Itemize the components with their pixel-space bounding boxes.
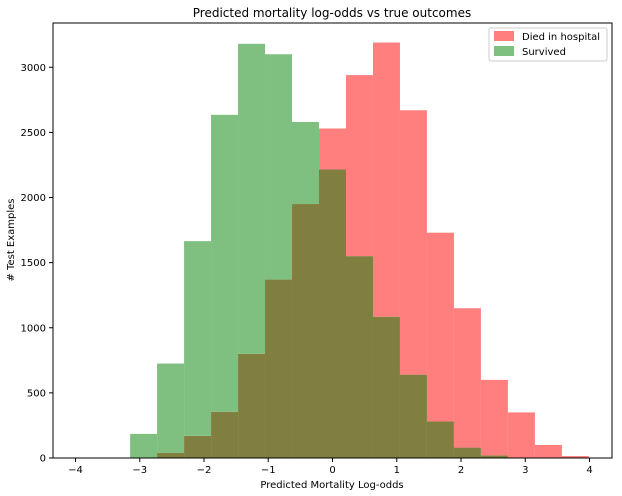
bar-died-in-hospital	[534, 444, 562, 458]
bar-overlap	[211, 411, 239, 458]
bar-overlap	[453, 447, 481, 458]
legend: Died in hospital Survived	[488, 27, 608, 62]
x-tick-label: 4	[586, 465, 592, 476]
x-tick-label: −2	[197, 465, 212, 476]
y-tick-label: 500	[27, 388, 46, 399]
bar-survived	[265, 54, 293, 280]
x-axis-label: Predicted Mortality Log-odds	[260, 480, 403, 491]
bar-survived	[211, 114, 239, 412]
legend-box	[488, 27, 608, 62]
bar-died-in-hospital	[372, 42, 400, 317]
bars-layer	[130, 42, 589, 458]
bar-overlap	[184, 435, 212, 458]
y-tick-label: 1000	[21, 323, 46, 334]
bar-died-in-hospital	[426, 232, 454, 422]
bar-died-in-hospital	[319, 128, 346, 170]
x-tick-label: 3	[522, 465, 528, 476]
bar-died-in-hospital	[507, 412, 535, 458]
x-tick-label: 0	[329, 465, 335, 476]
bar-survived	[292, 121, 320, 205]
bar-overlap	[319, 169, 346, 458]
y-tick-label: 1500	[21, 258, 46, 269]
bar-overlap	[426, 421, 454, 458]
bar-overlap	[265, 279, 293, 458]
x-tick-label: 2	[458, 465, 464, 476]
x-tick-label: −3	[132, 465, 147, 476]
chart-title: Predicted mortality log-odds vs true out…	[193, 6, 471, 20]
bar-died-in-hospital	[561, 456, 589, 458]
bar-overlap	[345, 256, 373, 458]
bar-overlap	[238, 353, 266, 458]
bar-survived	[130, 433, 158, 458]
y-tick-label: 3000	[21, 63, 46, 74]
y-axis: 0 500 1000 1500 2000 2500 3000	[21, 63, 53, 465]
x-tick-label: −4	[68, 465, 83, 476]
legend-swatch-survived	[494, 46, 514, 56]
x-tick-label: 1	[394, 465, 400, 476]
legend-label-survived: Survived	[522, 47, 566, 58]
bar-died-in-hospital	[453, 308, 481, 448]
bar-overlap	[292, 204, 320, 458]
x-tick-label: −1	[261, 465, 276, 476]
x-axis: −4 −3 −2 −1 0 1 2 3 4	[68, 458, 593, 476]
y-tick-label: 2000	[21, 193, 46, 204]
bar-survived	[238, 43, 266, 354]
legend-swatch-died	[494, 31, 514, 41]
bar-survived	[184, 241, 212, 436]
bar-survived	[157, 363, 185, 453]
bar-overlap	[480, 455, 508, 458]
bar-died-in-hospital	[345, 75, 373, 257]
bar-died-in-hospital	[399, 110, 427, 375]
bar-died-in-hospital	[480, 379, 508, 456]
y-axis-label: # Test Examples	[6, 198, 17, 281]
y-tick-label: 0	[40, 454, 46, 465]
y-tick-label: 2500	[21, 128, 46, 139]
bar-overlap	[372, 316, 400, 458]
bar-overlap	[399, 374, 427, 458]
legend-label-died: Died in hospital	[522, 32, 600, 43]
bar-overlap	[157, 452, 185, 458]
